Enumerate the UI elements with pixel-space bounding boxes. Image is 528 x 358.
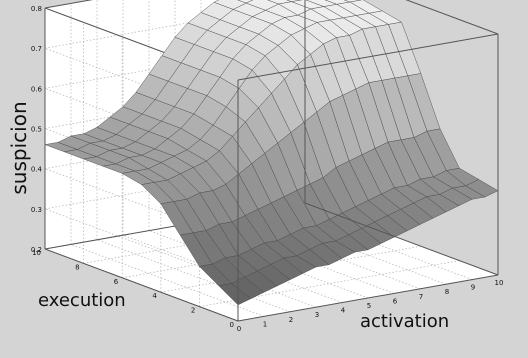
box-edge [304,202,499,276]
y-axis-label: execution [38,290,126,311]
axes-front-edges [237,0,499,322]
x-tick-label: 8 [445,288,449,296]
z-tick-label: 0.6 [31,85,43,93]
box-edge [44,248,239,322]
x-tick-label: 6 [393,297,398,305]
x-tick-label: 7 [419,293,423,301]
grid-line [96,239,291,313]
y-tick-label: 2 [191,307,195,315]
x-tick-label: 1 [263,320,267,328]
surface-patch [237,0,254,4]
z-tick-label: 0.3 [31,206,42,214]
x-tick-label: 2 [289,316,293,324]
grid-line [70,244,265,317]
x-tick-label: 5 [367,302,371,310]
y-tick-label: 6 [114,278,119,286]
z-tick-label: 0.4 [31,166,43,174]
y-tick-label: 10 [32,249,41,257]
y-tick-label: 8 [75,263,79,271]
x-tick-label: 4 [341,307,346,315]
grid-line [44,47,239,121]
box-edge [405,0,499,35]
z-tick-label: 0.8 [31,5,42,13]
y-tick-label: 0 [230,321,234,329]
surface-patch [465,179,499,198]
box-edge [237,33,499,81]
box-edge [237,274,499,322]
surface-mesh [44,0,499,306]
grid-line [44,168,239,242]
box-edge [44,0,94,9]
x-axis-label: activation [360,311,449,332]
y-tick-label: 4 [152,292,157,300]
z-axis-label: suspicion [7,101,31,194]
z-tick-label: 0.5 [31,126,42,134]
grid-line [44,208,239,282]
x-tick-label: 10 [495,279,504,287]
z-tick-label: 0.7 [31,45,42,53]
x-tick-label: 3 [315,311,319,319]
x-tick-label: 9 [471,284,475,292]
z-tick-label: 0.2 [31,246,42,254]
x-tick-label: 0 [237,325,241,333]
